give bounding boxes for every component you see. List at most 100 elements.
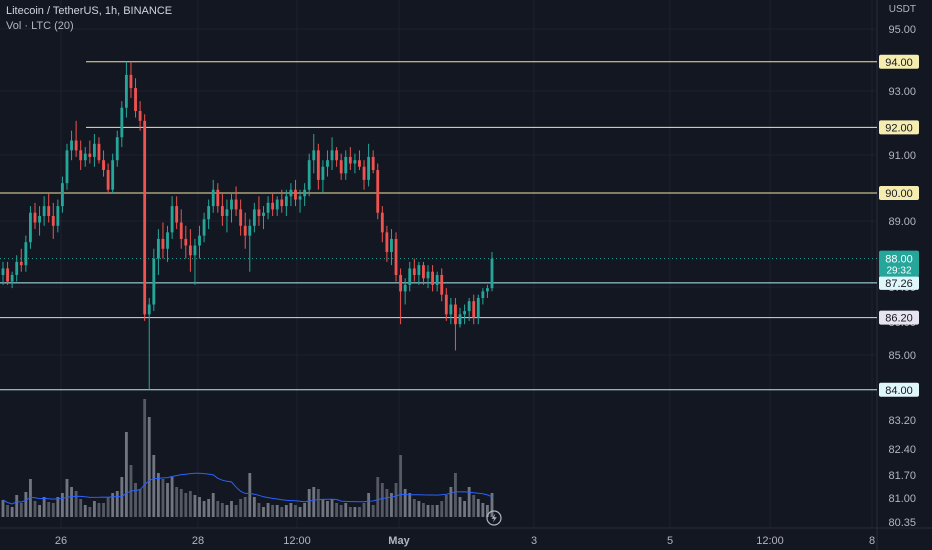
candle-body xyxy=(248,225,252,236)
candle-body xyxy=(412,268,416,275)
volume-bar xyxy=(353,507,357,517)
current-price-label: 88.00 xyxy=(885,254,913,266)
volume-bar xyxy=(321,499,325,517)
volume-bar xyxy=(47,502,51,517)
chart-legend: Litecoin / TetherUS, 1h, BINANCE Vol · L… xyxy=(6,4,172,34)
volume-bar xyxy=(390,493,393,517)
time-tick-label: 12:00 xyxy=(283,535,311,547)
candle-body xyxy=(225,209,229,216)
price-level-tag-bg xyxy=(879,54,919,69)
volume-bar xyxy=(79,499,83,517)
candle-body xyxy=(435,275,439,285)
candle-body xyxy=(454,304,457,325)
volume-bar xyxy=(399,455,403,517)
volume-bar xyxy=(262,507,265,517)
volume-bar xyxy=(280,507,284,517)
volume-bar xyxy=(358,507,361,517)
price-level-tag: 90.00 xyxy=(879,186,919,200)
volume-bar xyxy=(403,489,407,517)
volume-bar xyxy=(74,491,78,517)
price-tick-label: 95.00 xyxy=(888,24,916,36)
volume-bar xyxy=(65,479,69,517)
candle-body xyxy=(70,140,73,151)
candle-body xyxy=(371,156,375,171)
volume-bar xyxy=(179,489,183,517)
volume-bar xyxy=(422,503,425,517)
volume-bar xyxy=(1,500,5,517)
volume-bar xyxy=(88,507,92,517)
candle-body xyxy=(83,153,87,161)
price-level-tag-bg xyxy=(879,382,919,397)
candle-body xyxy=(47,206,51,216)
price-level-tag: 94.00 xyxy=(879,54,919,69)
volume-bar xyxy=(371,505,375,517)
candle-body xyxy=(124,74,128,108)
volume-bar xyxy=(266,503,270,517)
volume-bar xyxy=(24,492,28,517)
candle-body xyxy=(481,291,485,298)
candle-body xyxy=(330,150,334,161)
volume-bar xyxy=(380,483,384,517)
candle-body xyxy=(321,166,325,180)
candle-body xyxy=(458,314,462,325)
volume-bar xyxy=(298,507,302,517)
volume-bar xyxy=(124,432,128,517)
volume-indicator-label[interactable]: Vol · LTC (20) xyxy=(6,20,74,32)
volume-bar xyxy=(316,489,320,517)
candle-body xyxy=(339,160,343,174)
volume-bar xyxy=(481,503,485,517)
candle-body xyxy=(312,150,316,161)
candle-body xyxy=(280,199,284,207)
price-level-tag: 84.00 xyxy=(879,382,919,397)
volume-bar xyxy=(33,501,37,517)
volume-bar xyxy=(216,501,220,517)
candle-body xyxy=(417,265,421,275)
candle-body xyxy=(56,206,60,226)
volume-bar xyxy=(444,495,448,517)
volume-bar xyxy=(138,489,142,517)
volume-bar xyxy=(193,495,197,517)
volume-bar xyxy=(394,483,398,517)
volume-bar xyxy=(476,499,480,517)
volume-bar xyxy=(225,505,229,517)
candle-body xyxy=(298,196,302,200)
time-tick-label: 12:00 xyxy=(756,535,784,547)
price-tick-label: 81.00 xyxy=(888,493,916,505)
candle-body xyxy=(216,189,220,207)
candle-body xyxy=(138,111,142,121)
volume-bar xyxy=(175,487,179,517)
volume-bar xyxy=(362,503,366,517)
lightning-bolt-icon[interactable] xyxy=(486,510,502,526)
volume-bar xyxy=(248,473,252,517)
volume-bar xyxy=(330,499,334,517)
candle-body xyxy=(170,206,174,233)
volume-ma-line xyxy=(2,472,493,505)
current-price-tag-bg xyxy=(879,250,919,277)
candle-body xyxy=(303,189,307,197)
volume-bar xyxy=(486,505,489,517)
volume-bar xyxy=(51,503,55,517)
candle-body xyxy=(88,153,92,157)
time-tick-label: 3 xyxy=(531,535,537,547)
volume-bar xyxy=(56,497,60,517)
candle-body xyxy=(380,212,384,233)
candle-body xyxy=(403,284,407,292)
price-tick-label: 82.40 xyxy=(888,444,916,456)
candle-body xyxy=(490,258,494,289)
lightning-icon-ring xyxy=(486,510,502,526)
volume-bar xyxy=(326,501,329,517)
candle-body xyxy=(207,206,211,220)
candle-body xyxy=(230,199,233,210)
symbol-title[interactable]: Litecoin / TetherUS, 1h, BINANCE xyxy=(6,5,173,17)
candle-body xyxy=(307,160,311,190)
candle-body xyxy=(271,202,275,210)
price-tick-label: 93.00 xyxy=(888,86,916,98)
volume-bar xyxy=(376,477,380,517)
candle-body xyxy=(326,160,329,167)
volume-bar xyxy=(412,499,416,517)
price-level-tag-label: 86.20 xyxy=(885,313,913,325)
volume-bar xyxy=(467,487,471,517)
candle-body xyxy=(102,160,105,171)
volume-bar xyxy=(243,497,247,517)
